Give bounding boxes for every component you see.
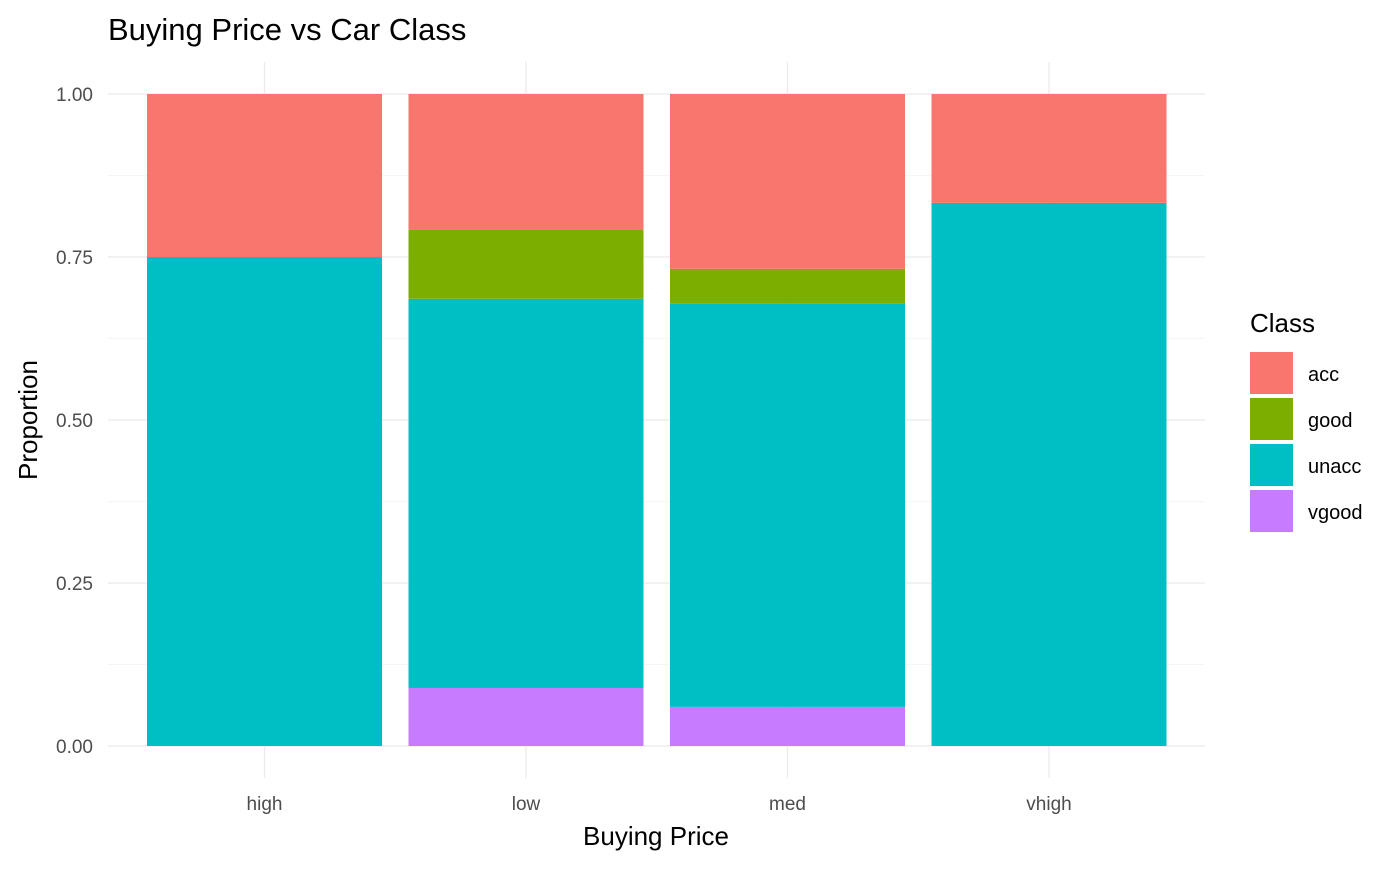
- legend: Class acc good unacc vgood: [1250, 308, 1363, 532]
- legend-label-acc: acc: [1308, 364, 1339, 386]
- x-axis-title: Buying Price: [583, 821, 729, 851]
- x-tick-label-vhigh: vhigh: [1026, 794, 1071, 815]
- bar-stack-low: [408, 94, 644, 746]
- bar-segment-med-vgood: [670, 706, 905, 746]
- legend-label-good: good: [1308, 410, 1353, 432]
- bar-segment-high-unacc: [147, 257, 382, 746]
- bar-segment-med-unacc: [670, 303, 905, 707]
- legend-swatch-good: [1250, 398, 1293, 440]
- bar-segment-low-acc: [408, 94, 644, 230]
- x-tick-label-low: low: [512, 794, 541, 815]
- bar-segment-vhigh-acc: [931, 94, 1167, 203]
- legend-item-acc: acc: [1250, 352, 1339, 394]
- legend-item-good: good: [1250, 398, 1353, 440]
- y-tick-label: 0.25: [56, 574, 93, 595]
- y-tick-label: 0.50: [56, 411, 93, 432]
- bar-stack-vhigh: [931, 94, 1167, 746]
- bar-segment-med-acc: [670, 94, 905, 269]
- y-tick-label: 1.00: [56, 85, 93, 106]
- legend-swatch-acc: [1250, 352, 1293, 394]
- bar-segment-low-good: [408, 229, 644, 299]
- x-tick-label-med: med: [769, 794, 806, 815]
- y-tick-label: 0.75: [56, 248, 93, 269]
- bar-segment-low-unacc: [408, 298, 644, 688]
- legend-items: acc good unacc vgood: [1250, 352, 1363, 532]
- legend-item-unacc: unacc: [1250, 444, 1361, 486]
- legend-title: Class: [1250, 308, 1315, 338]
- legend-swatch-vgood: [1250, 490, 1293, 532]
- bar-stack-med: [670, 94, 905, 746]
- bar-segment-vhigh-unacc: [931, 202, 1167, 746]
- legend-swatch-unacc: [1250, 444, 1293, 486]
- y-axis-ticks: 0.00 0.25 0.50 0.75 1.00: [56, 85, 93, 758]
- chart-title: Buying Price vs Car Class: [108, 12, 466, 47]
- legend-item-vgood: vgood: [1250, 490, 1363, 532]
- x-tick-label-high: high: [247, 794, 283, 815]
- bar-segment-low-vgood: [408, 687, 644, 746]
- bar-stack-high: [147, 94, 382, 746]
- x-axis-ticks: high low med vhigh: [247, 794, 1072, 815]
- bar-segment-high-acc: [147, 94, 382, 257]
- y-axis-title: Proportion: [13, 360, 43, 480]
- legend-label-unacc: unacc: [1308, 456, 1361, 478]
- bars: [147, 94, 1167, 746]
- y-tick-label: 0.00: [56, 737, 93, 758]
- legend-label-vgood: vgood: [1308, 502, 1363, 524]
- bar-segment-med-good: [670, 268, 905, 304]
